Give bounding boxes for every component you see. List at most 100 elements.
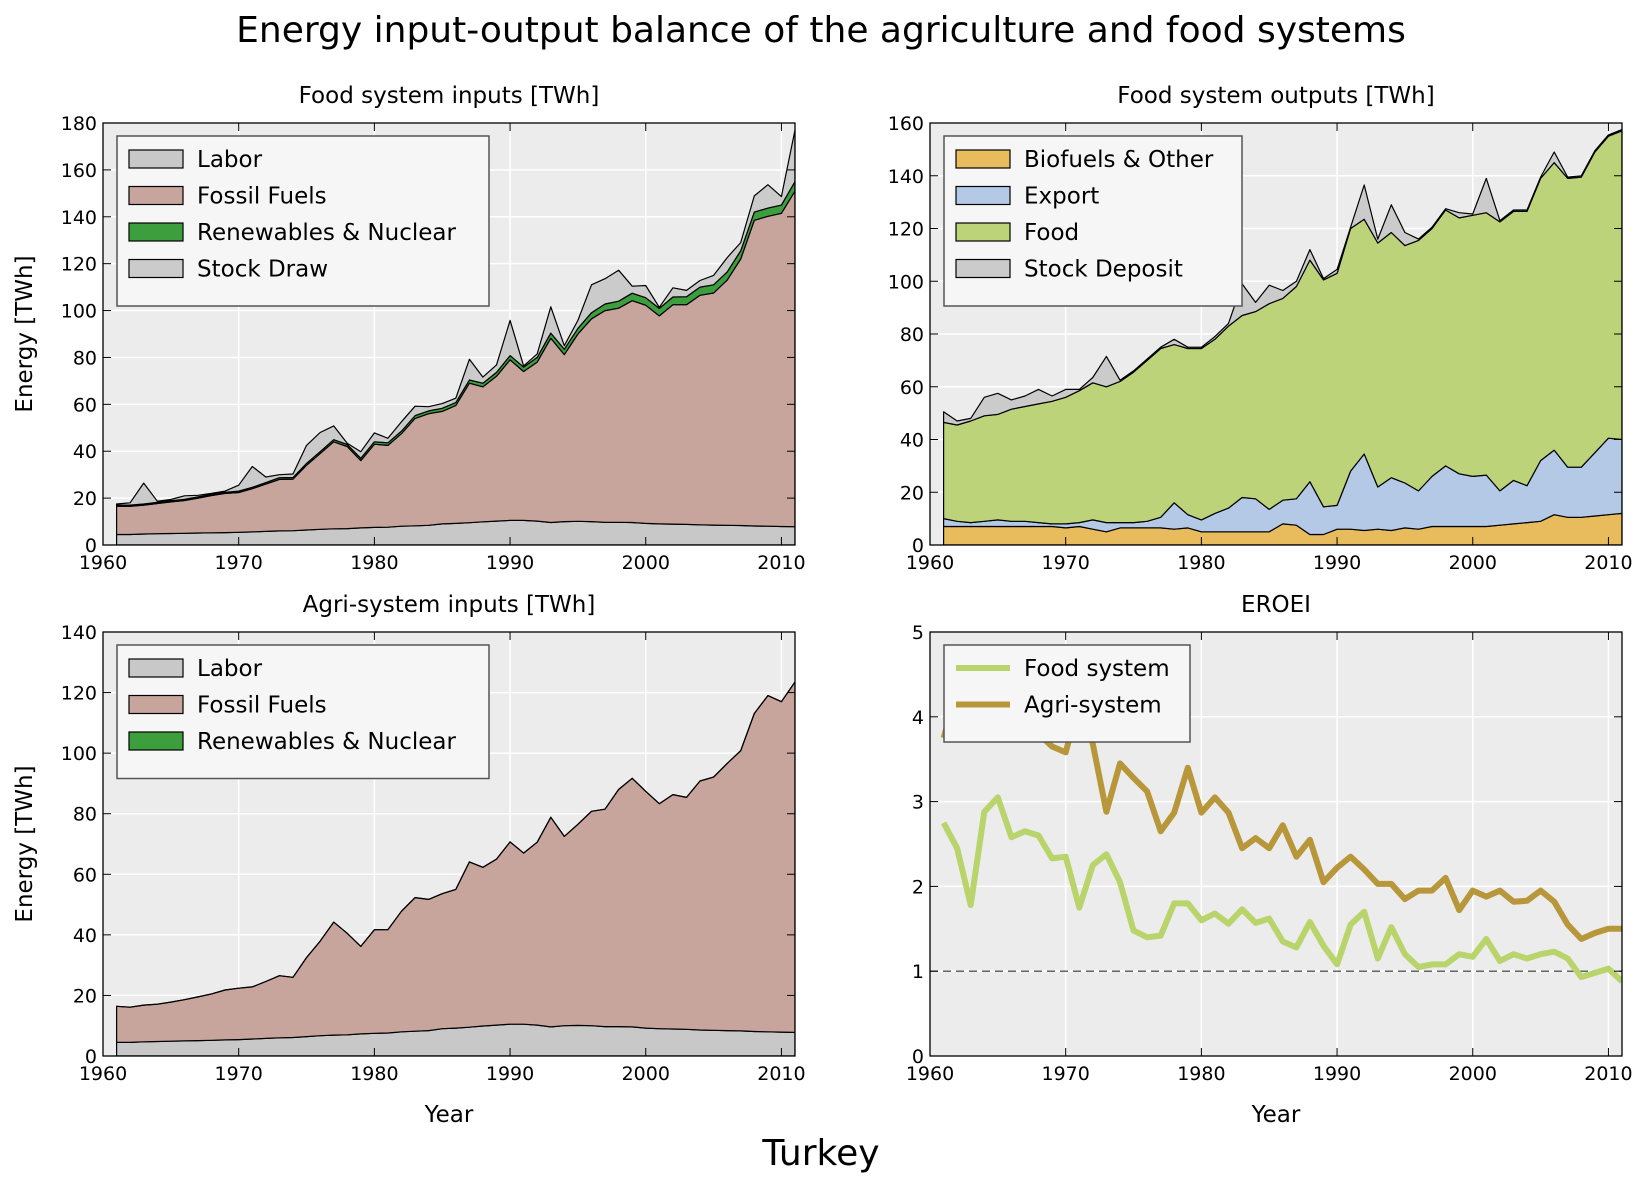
figure-title: Energy input-output balance of the agric…	[236, 10, 1406, 51]
panel-food_outputs: 1960 1970 1980 1990 2000 2010 0 20 40 60 80 100 120 1…	[888, 83, 1633, 574]
y-tick-label: 20	[73, 985, 97, 1007]
legend-swatch	[955, 149, 1011, 169]
y-tick-label: 60	[73, 394, 97, 416]
area-series-stock-draw	[116, 129, 795, 506]
y-tick-label: 60	[900, 377, 924, 399]
legend-label: Labor	[197, 656, 263, 682]
y-tick-label: 40	[73, 925, 97, 947]
line-series-agri-system	[940, 652, 1622, 942]
x-tick-label: 1970	[1042, 1063, 1090, 1085]
panel-title: EROEI	[1241, 592, 1311, 618]
y-tick-label: 120	[61, 683, 97, 705]
legend-swatch	[128, 694, 184, 715]
plot-area	[930, 652, 1622, 984]
legend-box	[943, 644, 1191, 743]
y-tick-label: 20	[73, 488, 97, 510]
plot-area	[943, 129, 1622, 545]
legend: Labor Fossil Fuels Renewables & Nuclear	[116, 644, 490, 780]
x-tick-label: 2010	[1584, 1063, 1632, 1085]
legend-swatch	[128, 222, 184, 242]
area-series-stock-deposit	[943, 129, 1622, 426]
y-tick-label: 0	[912, 535, 924, 557]
legend-label: Labor	[197, 147, 263, 173]
y-tick-label: 100	[888, 271, 924, 293]
y-tick-label: 60	[73, 864, 97, 886]
x-tick-label: 1970	[1042, 552, 1090, 574]
legend-label: Stock Deposit	[1024, 257, 1183, 283]
x-tick-label: 1960	[906, 552, 954, 574]
y-tick-label: 160	[888, 113, 924, 135]
area-series-renewables-nuclear	[116, 681, 795, 1008]
legend-swatch	[955, 258, 1011, 279]
x-tick-label: 1990	[486, 552, 534, 574]
y-tick-label: 0	[912, 1046, 924, 1068]
legend-label: Biofuels & Other	[1024, 147, 1214, 173]
y-tick-label: 2	[912, 876, 924, 898]
legend-swatch	[128, 185, 184, 206]
y-tick-label: 1	[912, 961, 924, 983]
x-axis-label: Year	[1251, 1102, 1301, 1128]
y-tick-label: 80	[900, 324, 924, 346]
panel-title: Food system inputs [TWh]	[299, 83, 600, 109]
y-tick-label: 20	[900, 482, 924, 504]
x-tick-label: 1980	[350, 552, 398, 574]
y-tick-label: 40	[900, 430, 924, 452]
y-tick-label: 100	[61, 301, 97, 323]
legend-swatch	[128, 258, 184, 279]
plot-area	[116, 681, 795, 1056]
y-tick-label: 100	[61, 743, 97, 765]
y-tick-label: 80	[73, 347, 97, 369]
x-tick-label: 2000	[1449, 552, 1497, 574]
x-axis-label: Year	[424, 1102, 474, 1128]
x-tick-label: 2010	[1584, 552, 1632, 574]
y-tick-label: 140	[888, 166, 924, 188]
x-tick-label: 1980	[350, 1063, 398, 1085]
y-tick-label: 0	[85, 535, 97, 557]
figure-footer: Turkey	[761, 1133, 879, 1174]
legend-label: Export	[1024, 184, 1099, 210]
y-tick-label: 3	[912, 792, 924, 814]
legend: Labor Fossil Fuels Renewables & Nuclear Sto…	[116, 135, 490, 307]
y-tick-label: 160	[61, 160, 97, 182]
x-tick-label: 1980	[1177, 552, 1225, 574]
x-tick-label: 1970	[215, 1063, 263, 1085]
panel-agri_inputs: 1960 1970 1980 1990 2000 2010 0 20 40 60 80 100 120 1…	[12, 592, 806, 1128]
plot-area	[116, 129, 795, 545]
y-tick-label: 180	[61, 113, 97, 135]
legend-swatch	[128, 658, 184, 678]
x-tick-label: 1980	[1177, 1063, 1225, 1085]
x-tick-label: 1990	[1313, 1063, 1361, 1085]
x-tick-label: 1990	[486, 1063, 534, 1085]
plot-frame	[929, 631, 1623, 1057]
y-tick-label: 140	[61, 207, 97, 229]
plot-frame	[102, 631, 796, 1057]
y-tick-label: 140	[61, 622, 97, 644]
y-axis-label: Energy [TWh]	[12, 765, 38, 922]
legend-swatch	[955, 222, 1011, 242]
legend-label: Food system	[1024, 656, 1170, 682]
legend-label: Fossil Fuels	[197, 693, 327, 719]
x-tick-label: 2000	[1449, 1063, 1497, 1085]
legend-swatch	[128, 731, 184, 751]
panel-eroei: 1960 1970 1980 1990 2000 2010 0 1 2 3 4 5 EROEI Year F…	[906, 592, 1633, 1128]
x-tick-label: 2010	[757, 552, 805, 574]
legend-label: Renewables & Nuclear	[197, 220, 456, 246]
x-tick-label: 1960	[79, 552, 127, 574]
y-tick-label: 4	[912, 707, 924, 729]
legend-label: Agri-system	[1024, 693, 1162, 719]
y-tick-label: 120	[61, 254, 97, 276]
y-tick-label: 80	[73, 804, 97, 826]
x-tick-label: 2000	[622, 552, 670, 574]
x-tick-label: 2010	[757, 1063, 805, 1085]
y-tick-label: 5	[912, 622, 924, 644]
legend-label: Fossil Fuels	[197, 184, 327, 210]
legend-label: Renewables & Nuclear	[197, 729, 456, 755]
y-tick-label: 0	[85, 1046, 97, 1068]
legend-label: Food	[1024, 220, 1079, 246]
x-tick-label: 1990	[1313, 552, 1361, 574]
plot-frame	[102, 122, 796, 546]
legend-swatch	[955, 185, 1011, 206]
y-tick-label: 40	[73, 441, 97, 463]
panel-title: Agri-system inputs [TWh]	[303, 592, 596, 618]
